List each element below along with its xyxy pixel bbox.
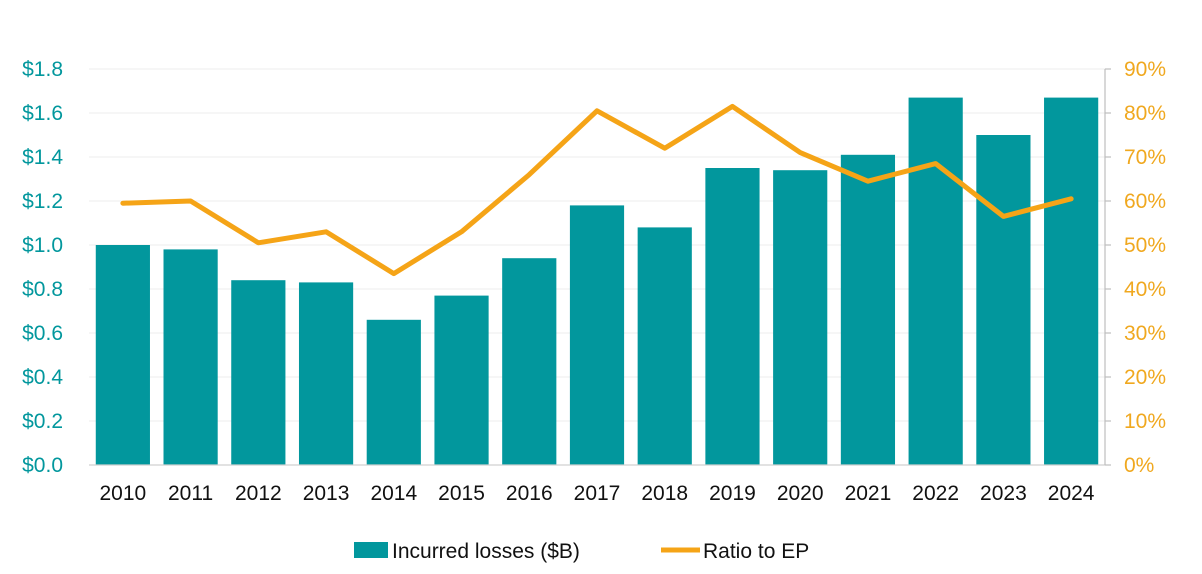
- left-tick-label: $1.6: [22, 102, 63, 125]
- bar-2013: [298, 282, 354, 465]
- right-tick-label: 20%: [1124, 366, 1166, 389]
- left-tick-label: $0.8: [22, 278, 63, 301]
- bar-2022: [908, 97, 963, 465]
- x-tick-label: 2018: [641, 482, 688, 505]
- x-tick-label: 2023: [980, 482, 1027, 505]
- bar-2014: [366, 319, 421, 465]
- x-tick-label: 2010: [100, 482, 147, 505]
- bar-2016: [502, 258, 557, 465]
- x-tick-label: 2021: [845, 482, 892, 505]
- x-tick-label: 2017: [574, 482, 621, 505]
- legend-line-label: Ratio to EP: [703, 540, 809, 563]
- x-tick-label: 2012: [235, 482, 282, 505]
- left-tick-label: $1.4: [22, 146, 63, 169]
- x-tick-label: 2024: [1048, 482, 1095, 505]
- legend-bar-swatch: [354, 542, 388, 558]
- bar-2015: [434, 295, 489, 465]
- bar-series: [95, 97, 1099, 466]
- x-tick-label: 2020: [777, 482, 824, 505]
- right-tick-label: 40%: [1124, 278, 1166, 301]
- legend-bar-label: Incurred losses ($B): [392, 540, 580, 563]
- right-tick-label: 70%: [1124, 146, 1166, 169]
- bar-2018: [637, 227, 692, 465]
- right-axis-ticks: 0% 10% 20% 30% 40% 50% 60% 70% 80% 90%: [1124, 58, 1166, 477]
- x-tick-label: 2019: [709, 482, 756, 505]
- bar-2011: [163, 249, 218, 465]
- x-tick-label: 2014: [370, 482, 417, 505]
- left-tick-label: $0.6: [22, 322, 63, 345]
- legend: Incurred losses ($B) Ratio to EP: [354, 540, 809, 563]
- left-tick-label: $0.2: [22, 410, 63, 433]
- bar-2017: [569, 205, 625, 465]
- right-tick-label: 0%: [1124, 454, 1154, 477]
- bar-2010: [95, 245, 150, 465]
- right-tick-label: 10%: [1124, 410, 1166, 433]
- left-tick-label: $0.0: [22, 454, 63, 477]
- right-tick-label: 50%: [1124, 234, 1166, 257]
- bar-2021: [840, 154, 896, 466]
- x-tick-label: 2013: [303, 482, 350, 505]
- x-tick-label: 2011: [168, 482, 213, 505]
- x-tick-label: 2015: [438, 482, 485, 505]
- right-tick-label: 30%: [1124, 322, 1166, 345]
- bar-2012: [231, 280, 286, 465]
- right-tick-label: 60%: [1124, 190, 1166, 213]
- left-tick-label: $1.0: [22, 234, 63, 257]
- x-tick-label: 2016: [506, 482, 553, 505]
- left-tick-label: $0.4: [22, 366, 63, 389]
- x-axis-ticks: 2010 2011 2012 2013 2014 2015 2016 2017 2018 2019…: [100, 482, 1095, 505]
- bar-2023: [976, 135, 1031, 465]
- line-series: [120, 103, 1074, 277]
- right-tick-label: 90%: [1124, 58, 1166, 81]
- left-tick-label: $1.2: [22, 190, 63, 213]
- left-axis-ticks: $0.0 $0.2 $0.4 $0.6 $0.8 $1.0 $1.2 $1.4 $1.6 $1.8: [22, 58, 63, 477]
- bar-2024: [1044, 97, 1099, 465]
- bar-2020: [773, 170, 828, 465]
- left-tick-label: $1.8: [22, 58, 63, 81]
- right-tick-label: 80%: [1124, 102, 1166, 125]
- bar-2019: [705, 168, 760, 465]
- axes: [89, 68, 1111, 466]
- x-tick-label: 2022: [912, 482, 959, 505]
